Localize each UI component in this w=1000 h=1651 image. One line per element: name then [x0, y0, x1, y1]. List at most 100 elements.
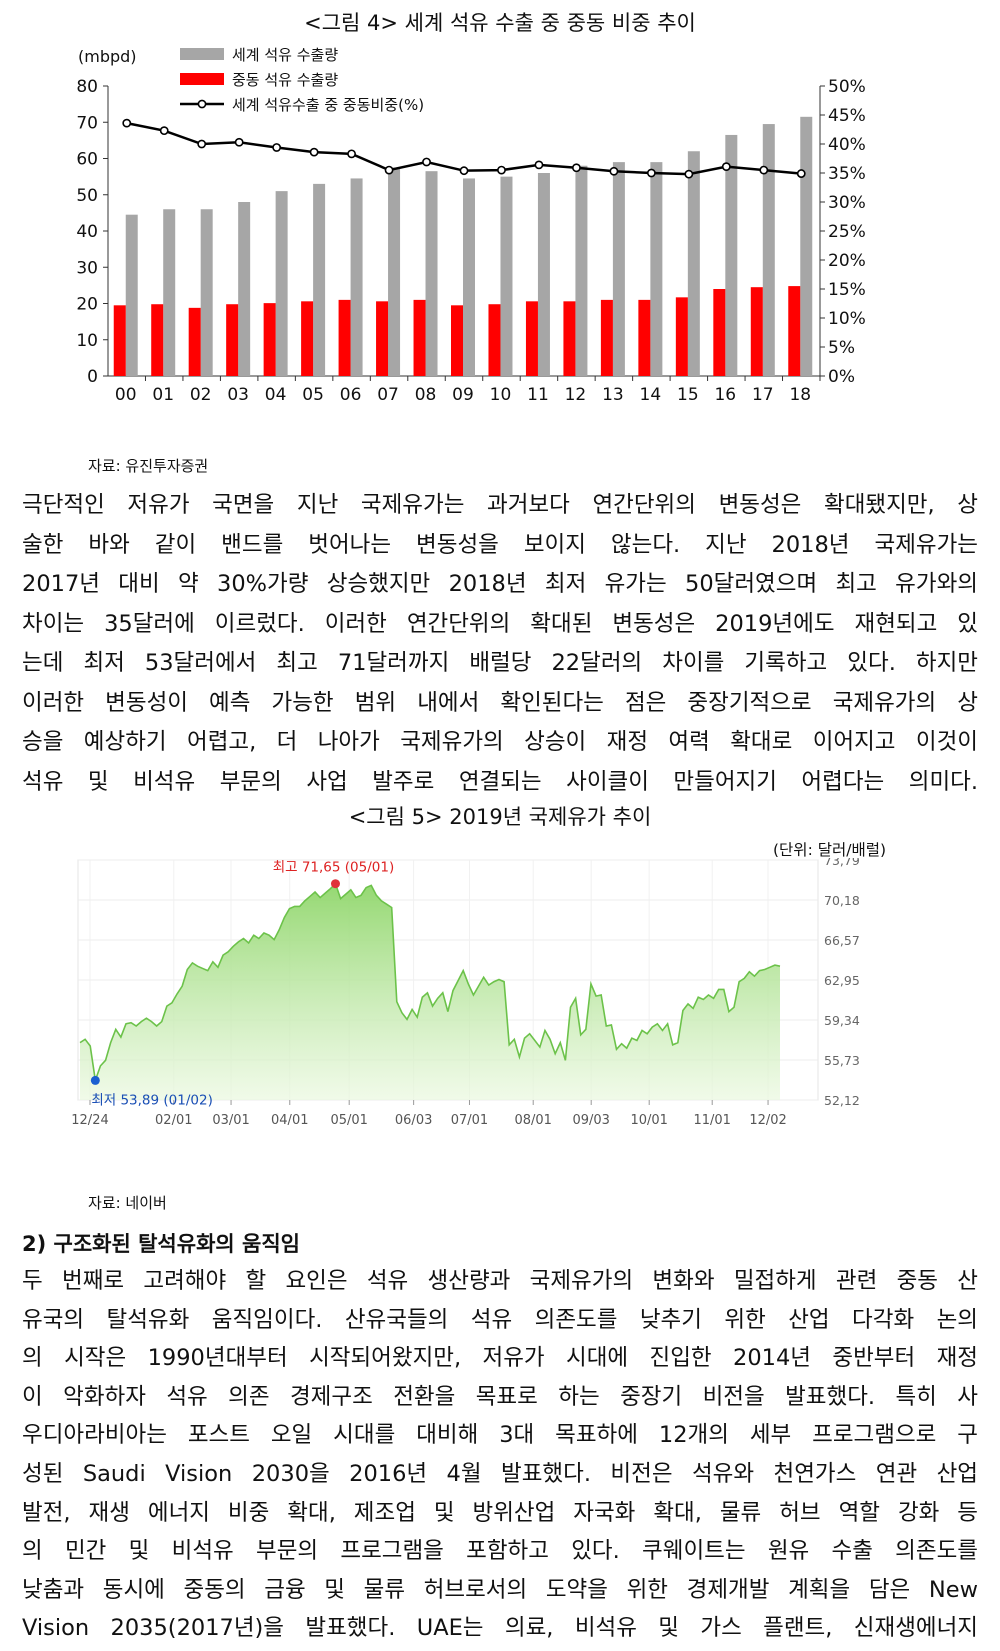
- paragraph-line: 성된 Saudi Vision 2030을 2016년 4월 발표했다. 비전은…: [22, 1460, 978, 1487]
- x-tick-label: 06/03: [395, 1113, 432, 1128]
- legend-swatch-world: [180, 48, 224, 60]
- x-tick-label: 05: [302, 385, 324, 405]
- paragraph-line: 이 악화하자 석유 의존 경제구조 전환을 목표로 하는 중장기 비전을 발표했…: [22, 1383, 978, 1410]
- y2-tick-label: 45%: [828, 106, 866, 126]
- bar-middle-east-export: [451, 305, 463, 376]
- y-axis-unit: (mbpd): [78, 47, 137, 66]
- bar-world-export: [238, 202, 251, 376]
- bar-middle-east-export: [675, 297, 688, 376]
- legend-swatch-middle-east: [180, 73, 224, 85]
- y2-tick-label: 50%: [828, 77, 866, 97]
- bar-world-export: [800, 116, 813, 376]
- x-tick-label: 07: [377, 385, 399, 405]
- paragraph-line: 의 민간 및 비석유 부문의 프로그램을 포함하고 있다. 쿠웨이트는 원유 수…: [22, 1538, 978, 1565]
- figure4-chart: 010203040506070800%5%10%15%20%25%30%35%4…: [76, 46, 866, 405]
- x-tick-label: 11/01: [693, 1113, 730, 1128]
- y-tick-label: 66,57: [824, 933, 860, 948]
- y2-tick-label: 10%: [828, 309, 866, 329]
- y2-tick-label: 35%: [828, 164, 866, 184]
- share-point: [497, 165, 506, 175]
- share-point: [197, 139, 207, 149]
- paragraph-line: 우디아라비아는 포스트 오일 시대를 대비해 3대 목표하에 12개의 세부 프…: [22, 1422, 978, 1449]
- y-tick-label: 80: [76, 77, 98, 97]
- bar-middle-east-export: [263, 303, 276, 376]
- share-point: [159, 126, 169, 136]
- bar-world-export: [425, 171, 438, 376]
- paragraph-line: 발전, 재생 에너지 비중 확대, 제조업 및 방위산업 자국화 확대, 물류 …: [22, 1499, 978, 1526]
- bar-middle-east-export: [788, 286, 801, 376]
- min-marker: [90, 1075, 100, 1085]
- figure4-caption: <그림 4> 세계 석유 수출 중 중동 비중 추이: [304, 11, 696, 35]
- y-tick-label: 20: [76, 295, 98, 315]
- x-tick-label: 05/01: [330, 1113, 367, 1128]
- bar-middle-east-export: [188, 307, 201, 376]
- y2-tick-label: 5%: [828, 338, 855, 358]
- bar-middle-east-export: [563, 301, 576, 376]
- x-tick-label: 06: [340, 385, 362, 405]
- bar-world-export: [537, 173, 550, 376]
- bar-middle-east-export: [113, 305, 126, 376]
- min-label: 최저 53,89 (01/02): [91, 1092, 213, 1108]
- max-label: 최고 71,65 (05/01): [273, 860, 395, 876]
- figure5-caption: <그림 5> 2019년 국제유가 추이: [348, 805, 652, 829]
- price-area: [80, 883, 780, 1100]
- x-tick-label: 15: [677, 385, 699, 405]
- x-tick-label: 01: [152, 385, 174, 405]
- bar-middle-east-export: [713, 289, 726, 376]
- bar-middle-east-export: [301, 301, 314, 376]
- share-point: [347, 149, 356, 159]
- share-point: [309, 147, 319, 157]
- bar-middle-east-export: [638, 299, 651, 376]
- share-point: [122, 118, 132, 128]
- share-point: [684, 169, 694, 179]
- y-tick-label: 59,34: [824, 1013, 860, 1028]
- bar-world-export: [612, 162, 625, 376]
- paragraph-line: 2017년 대비 약 30%가량 상승했지만 2018년 최저 유가는 50달러…: [22, 571, 978, 597]
- share-point: [384, 165, 394, 175]
- y-tick-label: 70,18: [824, 893, 860, 908]
- y-tick-label: 40: [76, 222, 98, 242]
- share-point: [759, 165, 769, 175]
- figure5-chart: 73,79 70,18 66,57 62,95 59,34 55,73 52,12 12/24…: [71, 858, 860, 1128]
- x-tick-label: 04/01: [271, 1113, 308, 1128]
- y-tick-label: 52,12: [824, 1093, 860, 1108]
- paragraph-line: 술한 바와 같이 밴드를 벗어나는 변동성을 보이지 않는다. 지난 2018년…: [22, 531, 978, 558]
- bar-world-export: [388, 167, 401, 376]
- x-tick-label: 02/01: [155, 1113, 192, 1128]
- x-tick-label: 00: [115, 385, 137, 405]
- share-point: [234, 137, 244, 147]
- bar-middle-east-export: [525, 301, 538, 376]
- y-tick-label: 60: [76, 150, 98, 170]
- x-tick-label: 16: [714, 385, 736, 405]
- bar-world-export: [163, 209, 176, 376]
- x-tick-label: 04: [265, 385, 287, 405]
- paragraph-line: 이러한 변동성이 예측 가능한 범위 내에서 확인된다는 점은 중장기적으로 국…: [22, 689, 978, 716]
- paragraph-line: 극단적인 저유가 국면을 지난 국제유가는 과거보다 연간단위의 변동성은 확대…: [22, 492, 978, 518]
- x-tick-label: 12/24: [71, 1113, 108, 1128]
- bar-world-export: [463, 178, 475, 376]
- share-point: [572, 163, 581, 173]
- share-point: [796, 169, 806, 178]
- paragraph-line: 승을 예상하기 어렵고, 더 나아가 국제유가의 상승이 재정 여력 확대로 이…: [22, 729, 978, 755]
- section-heading: 2) 구조화된 탈석유화의 움직임: [22, 1232, 300, 1256]
- y2-tick-label: 30%: [828, 193, 866, 213]
- legend-label-world: 세계 석유 수출량: [232, 46, 338, 64]
- x-tick-label: 18: [789, 385, 811, 405]
- bar-middle-east-export: [376, 301, 389, 376]
- x-tick-label: 07/01: [451, 1113, 488, 1128]
- y-tick-label: 50: [76, 186, 98, 206]
- share-point: [272, 143, 282, 152]
- price-line: [79, 882, 781, 1081]
- figure5-source: 자료: 네이버: [88, 1194, 167, 1212]
- paragraph-line: 두 번째로 고려해야 할 요인은 석유 생산량과 국제유가의 변화와 밀접하게 …: [22, 1268, 978, 1294]
- y-tick-label: 62,95: [824, 973, 860, 988]
- bar-world-export: [687, 151, 700, 376]
- bar-middle-east-export: [338, 299, 351, 376]
- bar-world-export: [200, 209, 213, 376]
- paragraph-line: 의 시작은 1990년대부터 시작되어왔지만, 저유가 시대에 진입한 2014…: [22, 1345, 978, 1372]
- legend-label-share: 세계 석유수출 중 중동비중(%): [232, 96, 424, 114]
- y-tick-label: 55,73: [824, 1053, 860, 1068]
- share-point: [459, 166, 469, 176]
- x-tick-label: 11: [527, 385, 549, 405]
- x-tick-label: 14: [640, 385, 662, 405]
